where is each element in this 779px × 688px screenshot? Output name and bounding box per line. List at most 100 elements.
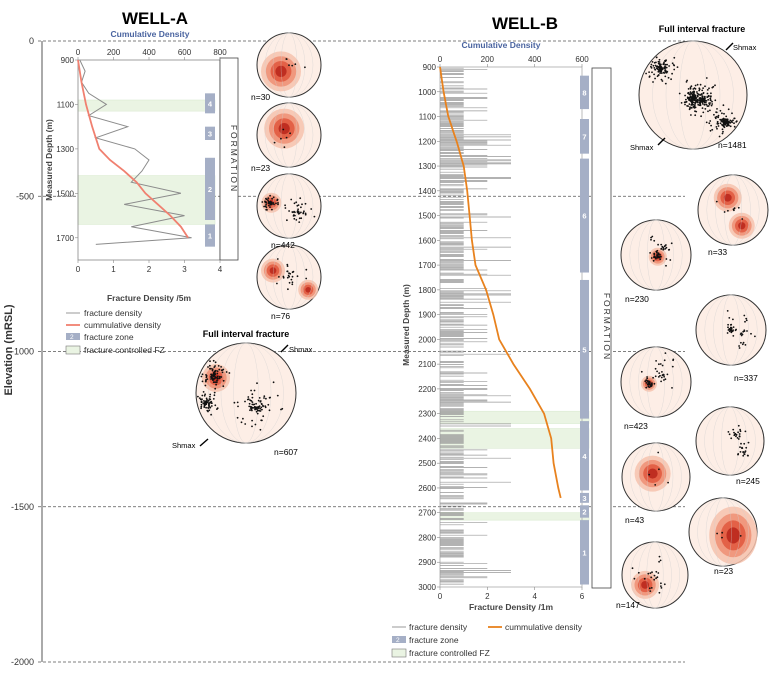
well-b-net5-n: n=245 [736,476,760,486]
well-a-net-full-pole [214,387,217,390]
well-b-net-2-pole [659,253,661,256]
well-b-net-full-pole [723,119,726,122]
well-b-net-5-pole [738,433,741,435]
well-a-net-full-pole [233,401,236,404]
well-a-net-full-pole [251,401,254,403]
well-b-full-title: Full interval fracture [659,24,746,34]
well-b-net-4-pole [663,359,666,362]
well-a-net-1-grid [264,32,314,98]
well-b-net-full-pole [690,98,693,101]
fracture-zone-label: 4 [208,99,213,108]
y-tick-label: 1300 [56,145,74,154]
well-b-net-2-pole [664,245,666,247]
fracture-zone-label: 8 [582,88,586,97]
well-a-net-full-pole [198,397,201,399]
well-b-net-full-pole [715,126,718,128]
well-b-net-4-pole [658,372,661,374]
well-a-net-full-pole [212,381,215,384]
well-b-net-full-pole [706,89,709,91]
well-b-net-8-pole [660,585,662,587]
well-a-net-full-pole [209,360,211,363]
well-b-net-full-pole [652,81,654,83]
well-a-net-3-pole [300,217,303,220]
well-b-net-8 [621,541,689,609]
well-b-net-5-pole [742,454,745,457]
well-b-net-full-pole [688,103,691,105]
well-b-net-full-pole [722,104,725,107]
well-b-net-full-pole [707,110,709,113]
well-a-net-2-grid [264,102,314,168]
well-a-net-full-pole [209,393,212,396]
fracture-zone-bar [205,157,215,220]
elevation-tick-label: -2000 [11,657,34,667]
well-b-net-3-pole [731,330,733,333]
well-b-net-full-pole [687,88,690,90]
well-b-net-full-pole [701,103,704,105]
well-b-net-2-pole [657,255,659,258]
well-b-net-8-pole [637,571,640,574]
well-b-net-full-pole [708,102,710,104]
well-a-net-full-pole [203,400,205,402]
well-a-net-full-pole [204,393,207,396]
y-tick-label: 1900 [418,311,436,320]
well-b-net-7 [688,497,758,567]
well-b-net-5-pole [732,428,735,431]
well-b-net-3-pole [726,310,729,312]
well-b-net-full-pole [702,92,705,95]
y-tick-label: 2800 [418,533,436,542]
well-b-full-n: n=1481 [718,140,747,150]
well-b-net-full-pole [685,98,687,101]
well-b-net-full-pole [700,115,702,118]
well-a-net-4-pole [305,268,308,271]
well-a-net-full-pole [208,409,211,412]
well-a-net-3-pole [310,208,313,210]
well-a-net-full-pole [258,405,261,408]
well-b-net-7-pole [739,535,742,537]
well-b-net-2-pole [665,246,668,249]
well-a-net-full-pole [249,409,251,412]
well-b-net4-n: n=423 [624,421,648,431]
legend-fz-swatch [65,345,81,355]
well-b-net-5-pole [739,451,742,453]
well-a-net-3-pole [300,211,302,214]
well-a-net-4-pole [286,263,289,266]
well-b-net-5-pole [746,454,749,457]
well-b-net-full-pole [716,120,719,123]
well-b-net-4-pole [645,382,648,384]
well-a-net-full-pole [259,428,262,431]
elevation-tick-label: -1000 [11,347,34,357]
well-b-net-full-pole [694,114,697,117]
well-b-net-4-pole [663,375,665,378]
well-b-net-full-pole [713,113,715,116]
well-a-net-full-pole [247,396,250,398]
well-b-net-full-pole [722,125,725,127]
well-b-net-5-pole [727,431,730,433]
fracture-zone-bar [205,126,215,140]
fracture-zone-bar [580,279,589,419]
well-a-net-full-pole [212,378,215,380]
fracture-zone-bar [580,75,589,110]
well-b-net-full-pole [654,64,657,67]
well-b-net-full-pole [729,125,732,128]
well-b-net-full-pole [706,96,709,98]
well-b-net-full-pole [733,125,736,128]
well-b-net-full-pole [698,98,701,100]
well-a-net-full-pole [203,406,206,408]
well-a-net-1-pole [288,64,290,67]
well-a-net-3-pole [299,197,302,200]
well-b-net-2-pole [657,243,659,246]
well-b-net-full-pole [698,104,701,107]
well-a-net-2 [256,102,322,168]
y-tick-label: 1100 [57,100,75,109]
well-a-net-full-pole [220,366,223,368]
well-b-net-4-pole [661,374,664,377]
well-a-net-4-pole [286,270,289,273]
well-a-net-3-pole [293,217,296,220]
well-a-net-full-pole [253,389,256,392]
fracture-zone-label: 3 [582,494,586,503]
well-b-net-full-pole [708,87,710,90]
well-a-net-3-pole [286,219,288,222]
well-a-net-4-pole [291,275,294,278]
fracture-zone-label: 1 [582,548,586,557]
well-b-net-full-pole [732,119,734,122]
